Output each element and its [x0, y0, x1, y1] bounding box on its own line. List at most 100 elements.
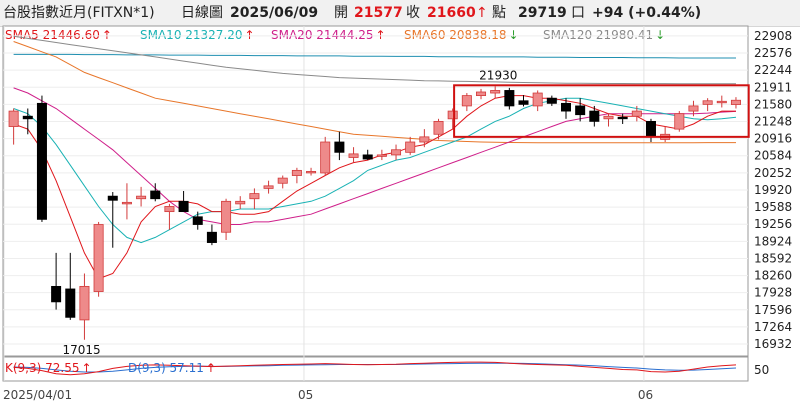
kd-level-label: 50 [754, 363, 769, 377]
candle-body-26 [376, 154, 387, 157]
legend-item-1: SMA10 21327.20 ↑ [140, 28, 255, 42]
y-tick-label-1: 22576 [754, 46, 792, 60]
candle-body-21 [306, 171, 317, 174]
y-tick-label-18: 16932 [754, 337, 792, 351]
x-tick-label-2: 06 [638, 388, 653, 402]
sma20-line [13, 87, 737, 225]
candle-body-12 [178, 200, 189, 213]
x-axis-labels: 2025/04/01 05 06 [3, 388, 653, 402]
candle-body-49 [702, 100, 713, 105]
close-value: 21660 [427, 5, 476, 21]
open-value: 21577 [354, 5, 403, 21]
candle-body-34 [490, 90, 501, 94]
x-tick-label-0: 2025/04/01 [3, 388, 72, 402]
candle-body-42 [603, 115, 614, 120]
candle-body-24 [348, 153, 359, 158]
candle-body-33 [476, 91, 487, 97]
y-tick-label-8: 20252 [754, 166, 792, 180]
k-line [13, 361, 737, 376]
y-tick-label-2: 22244 [754, 63, 792, 77]
candle-body-43 [617, 116, 628, 120]
legend-item-4: SMA120 21980.41 ↓ [543, 28, 665, 42]
x-tick-label-1: 05 [298, 388, 313, 402]
price-annotations: 21930 17015 [62, 68, 517, 356]
candle-body-6 [93, 224, 104, 292]
sma10-line [13, 97, 737, 244]
candle-body-14 [206, 231, 217, 243]
chart-header: 台股指數近月(FITXN*1) 日線圖 2025/06/09 開 21577 收… [0, 0, 800, 27]
highlight-box [453, 84, 750, 138]
candle-body-17 [249, 193, 260, 200]
candle-body-11 [164, 206, 175, 213]
low-annotation: 17015 [62, 343, 100, 357]
candle-body-28 [405, 141, 416, 153]
candle-body-50 [716, 100, 727, 104]
candle-body-47 [674, 113, 685, 130]
candle-body-40 [575, 105, 586, 116]
candle-body-18 [263, 185, 274, 189]
date-value: 2025/06/09 [230, 5, 319, 21]
candle-body-4 [65, 288, 76, 318]
y-tick-label-6: 20916 [754, 132, 792, 146]
candle-body-10 [150, 190, 161, 200]
candle-body-13 [192, 216, 203, 225]
candle-body-1 [22, 115, 33, 120]
candle-body-9 [136, 195, 147, 200]
candle-body-15 [221, 200, 232, 233]
y-tick-label-0: 22908 [754, 29, 792, 43]
instrument-name: 台股指數近月(FITXN*1) [3, 5, 155, 21]
candle-body-32 [461, 95, 472, 107]
trend-line [13, 53, 736, 59]
y-axis-labels: 22908 22576 22244 21911 21580 21248 20916 20584… [754, 29, 792, 351]
candle-body-31 [447, 110, 458, 120]
sma60-line [13, 41, 736, 144]
y-tick-label-7: 20584 [754, 149, 792, 163]
candle-body-37 [532, 92, 543, 107]
period-label: 日線圖 [181, 5, 223, 21]
y-tick-label-10: 19588 [754, 200, 792, 214]
legend-item-2: SMA20 21444.25 ↑ [271, 28, 386, 42]
sma-legend: SMA5 21446.60 ↑ SMA10 21327.20 ↑ SMA20 21444… [5, 28, 665, 42]
y-tick-label-13: 18592 [754, 251, 792, 265]
candle-body-16 [235, 200, 246, 205]
y-tick-label-4: 21580 [754, 97, 792, 111]
candle-body-22 [320, 141, 331, 174]
candle-body-19 [277, 177, 288, 184]
highlight-rectangle [453, 84, 750, 138]
candle-body-35 [504, 90, 515, 107]
candle-body-2 [36, 102, 47, 220]
candle-body-7 [107, 195, 118, 201]
candle-body-51 [730, 99, 741, 105]
candle-body-3 [51, 285, 62, 303]
volume-value: 29719 [518, 5, 567, 21]
y-tick-label-12: 18924 [754, 234, 792, 248]
candle-body-25 [362, 154, 373, 160]
y-tick-label-11: 19256 [754, 217, 792, 231]
y-tick-label-3: 21911 [754, 80, 792, 94]
candle-body-38 [546, 97, 557, 104]
y-tick-label-17: 17264 [754, 320, 792, 334]
candle-body-48 [688, 105, 699, 112]
y-tick-label-9: 19920 [754, 183, 792, 197]
k-label: K(9,3) 72.55 ↑ [5, 361, 92, 375]
volume-unit: 口 [571, 5, 585, 21]
legend-item-3: SMA60 20838.18 ↓ [404, 28, 519, 42]
y-tick-label-15: 17928 [754, 286, 792, 300]
grid-lines [3, 26, 748, 381]
up-arrow-icon: ↑ [476, 5, 488, 21]
high-annotation: 21930 [479, 68, 517, 82]
kd-plot-frame [2, 356, 749, 382]
y-tick-label-5: 21248 [754, 114, 792, 128]
change-value: +94 (+0.44%) [592, 5, 702, 21]
candle-body-29 [419, 136, 430, 143]
sma120-line [13, 35, 736, 85]
candle-body-39 [560, 102, 572, 112]
candle-body-45 [645, 120, 656, 138]
candle-body-30 [433, 120, 444, 135]
candle-body-0 [8, 110, 19, 127]
candle-body-44 [631, 110, 642, 117]
kd-indicator: K(9,3) 72.55 ↑ D(9,3) 57.11 ↑ 50 [5, 361, 769, 377]
open-label: 開 [334, 5, 348, 21]
moving-average-lines [13, 35, 737, 280]
